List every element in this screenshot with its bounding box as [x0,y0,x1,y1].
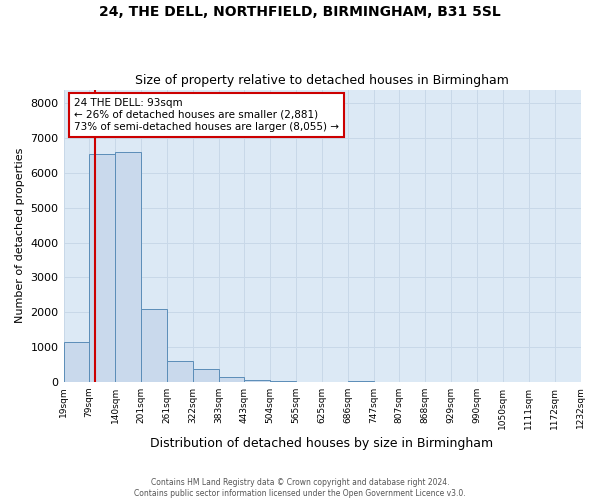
Bar [348,381,374,382]
Bar [193,369,218,382]
Text: 24 THE DELL: 93sqm
← 26% of detached houses are smaller (2,881)
73% of semi-deta: 24 THE DELL: 93sqm ← 26% of detached hou… [74,98,339,132]
Text: Contains HM Land Registry data © Crown copyright and database right 2024.
Contai: Contains HM Land Registry data © Crown c… [134,478,466,498]
Bar [64,342,89,382]
Bar [218,377,244,382]
Bar [115,152,141,382]
Bar [167,361,193,382]
X-axis label: Distribution of detached houses by size in Birmingham: Distribution of detached houses by size … [151,437,494,450]
Y-axis label: Number of detached properties: Number of detached properties [15,148,25,324]
Bar [141,308,167,382]
Title: Size of property relative to detached houses in Birmingham: Size of property relative to detached ho… [135,74,509,87]
Text: 24, THE DELL, NORTHFIELD, BIRMINGHAM, B31 5SL: 24, THE DELL, NORTHFIELD, BIRMINGHAM, B3… [99,5,501,19]
Bar [244,380,270,382]
Bar [89,154,115,382]
